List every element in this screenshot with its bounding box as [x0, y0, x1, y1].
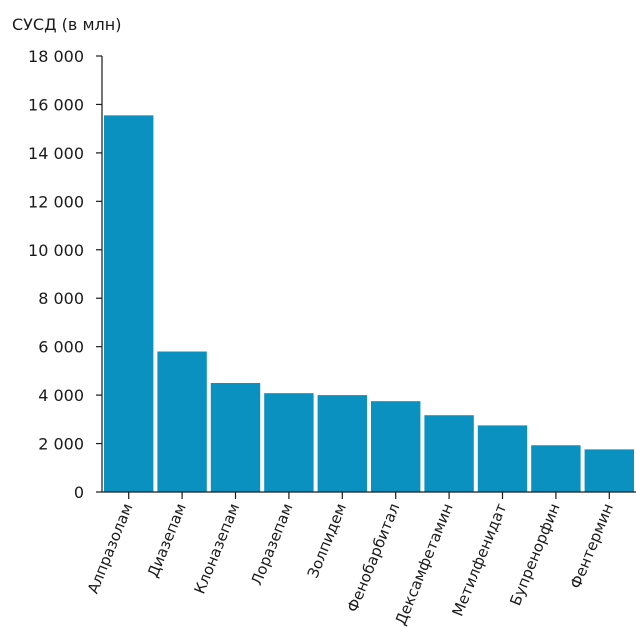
- bar: [424, 415, 474, 492]
- y-tick-label: 6 000: [38, 338, 84, 357]
- x-tick-label: Диазепам: [144, 501, 190, 580]
- x-tick-label: Бупренорфин: [506, 501, 563, 608]
- y-tick-label: 2 000: [38, 435, 84, 454]
- y-tick-label: 0: [74, 483, 84, 502]
- x-tick-label: Алпразолам: [84, 501, 137, 596]
- y-tick-label: 4 000: [38, 386, 84, 405]
- y-tick-label: 12 000: [28, 192, 84, 211]
- bar: [371, 401, 421, 492]
- bar: [157, 351, 207, 492]
- bar: [210, 383, 261, 492]
- bar: [584, 449, 634, 492]
- x-tick-label: Фентермин: [566, 501, 617, 591]
- x-tick-label: Дексамфетамин: [392, 501, 457, 628]
- y-axis-ticks: 0 2 000 4 000 6 000 8 000 10 000 12 000 14 000 1…: [28, 47, 102, 502]
- y-axis-label: СУСД (в млн): [12, 15, 121, 34]
- y-tick-label: 16 000: [28, 95, 84, 114]
- bars: [104, 115, 634, 492]
- x-axis-ticks: Алпразолам Диазепам Клоназепам Лоразепам Зол…: [84, 492, 617, 628]
- bar: [477, 425, 528, 492]
- y-tick-label: 10 000: [28, 241, 84, 260]
- y-tick-label: 18 000: [28, 47, 84, 66]
- bar: [317, 395, 367, 492]
- x-tick-label: Лоразепам: [247, 501, 296, 588]
- x-tick-label: Золпидем: [304, 501, 350, 581]
- bar: [531, 445, 581, 492]
- x-tick-label: Метилфенидат: [449, 501, 511, 619]
- x-tick-label: Фенобарбитал: [343, 501, 403, 615]
- y-tick-label: 14 000: [28, 144, 84, 163]
- bar: [264, 393, 314, 492]
- x-tick-label: Клоназепам: [191, 501, 244, 597]
- y-tick-label: 8 000: [38, 289, 84, 308]
- bar: [104, 115, 154, 492]
